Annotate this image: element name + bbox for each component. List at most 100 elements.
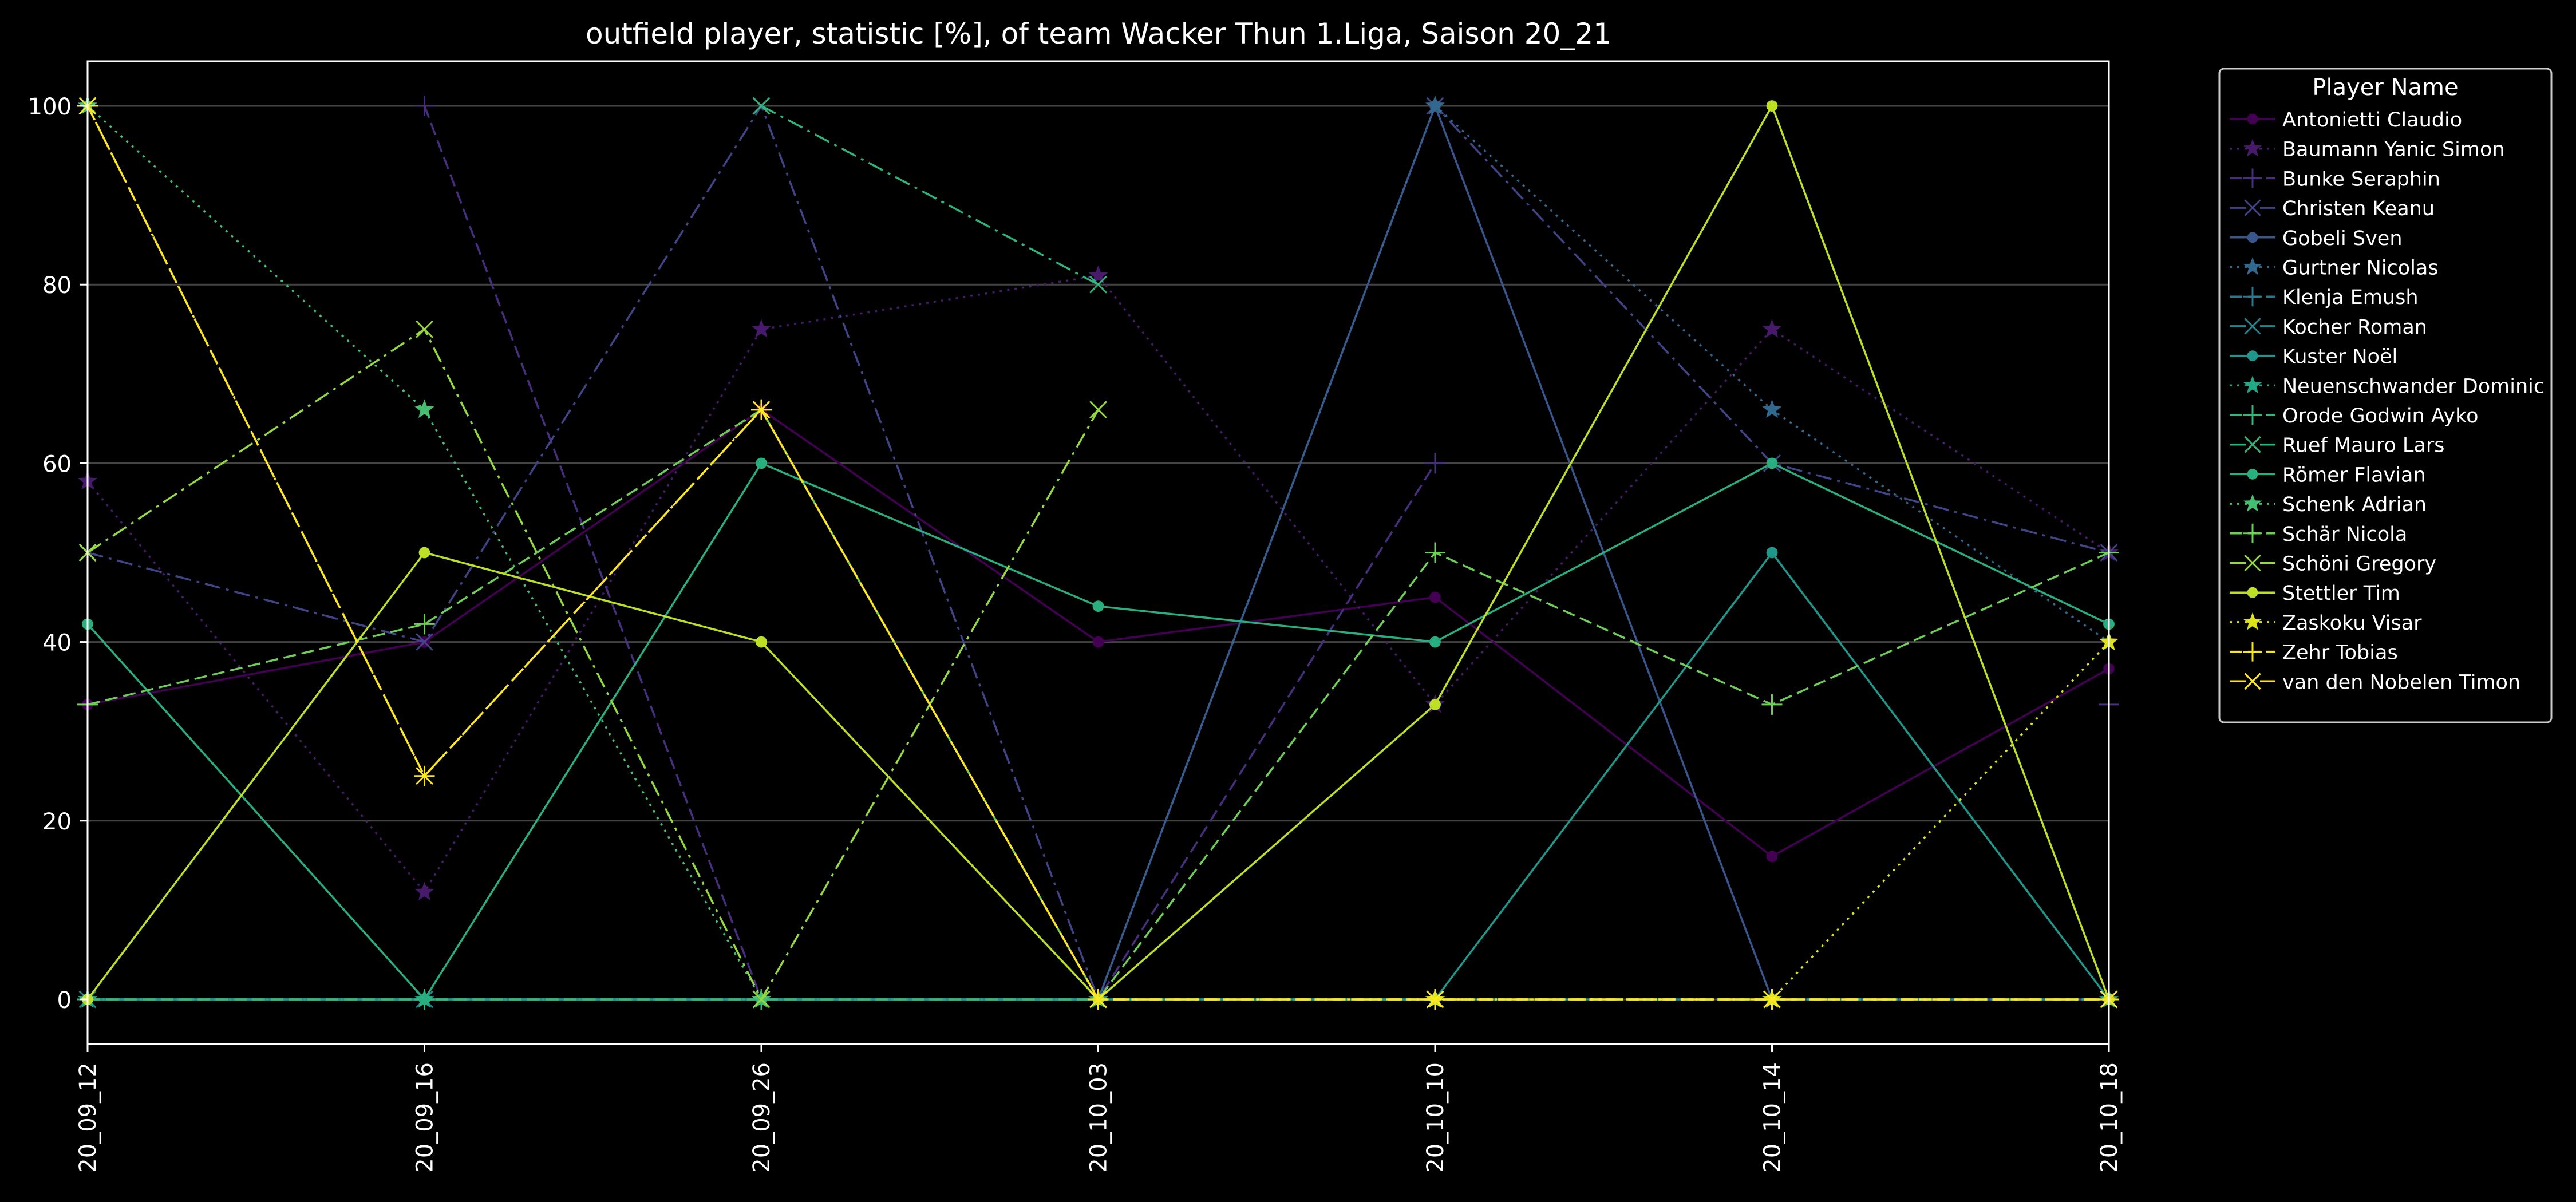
legend[interactable]: Player Name Antonietti Claudio Baumann Yan… [2218, 68, 2553, 723]
legend-marker [2244, 436, 2261, 453]
data-point [1092, 636, 1104, 648]
x-tick-label: 20_10_14 [1760, 1062, 1786, 1173]
y-tick-label: 0 [57, 987, 72, 1014]
data-point [752, 97, 771, 115]
legend-marker [2243, 494, 2262, 512]
legend-label: Schenk Adrian [2282, 493, 2427, 516]
legend-label: Zehr Tobias [2282, 642, 2398, 665]
legend-marker [2243, 612, 2262, 630]
series-19 [78, 97, 2118, 1009]
data-point [414, 614, 435, 635]
data-point [1762, 319, 1782, 338]
legend-item[interactable]: Römer Flavian [2230, 464, 2426, 487]
legend-title: Player Name [2312, 74, 2458, 101]
data-point [756, 636, 767, 648]
data-point [1762, 399, 1782, 418]
legend-marker [2244, 318, 2261, 335]
legend-item[interactable]: Orode Godwin Ayko [2230, 405, 2479, 428]
legend-label: Klenja Emush [2282, 286, 2419, 309]
x-tick-label: 20_10_18 [2096, 1062, 2123, 1173]
data-point [1425, 96, 1445, 114]
data-point [1766, 851, 1778, 863]
legend-marker [2243, 139, 2262, 157]
data-point [416, 633, 433, 651]
data-point [1766, 457, 1778, 469]
legend-box [2218, 68, 2553, 723]
data-point [416, 320, 433, 338]
y-tick-label: 60 [42, 451, 72, 477]
legend-label: Schöni Gregory [2282, 553, 2436, 576]
data-point [1766, 100, 1778, 112]
legend-label: Stettler Tim [2282, 582, 2400, 605]
legend-item[interactable]: Baumann Yanic Simon [2230, 139, 2505, 161]
legend-item[interactable]: Schenk Adrian [2230, 493, 2427, 516]
data-point [751, 319, 772, 338]
legend-item[interactable]: van den Nobelen Timon [2230, 671, 2520, 694]
x-tick-label: 20_09_12 [75, 1062, 101, 1173]
data-point [414, 881, 434, 901]
legend-item[interactable]: Christen Keanu [2230, 197, 2435, 220]
legend-item[interactable]: Schöni Gregory [2230, 553, 2436, 576]
data-point [1092, 600, 1104, 612]
legend-label: Kocher Roman [2282, 316, 2427, 339]
legend-item[interactable]: Gobeli Sven [2230, 227, 2403, 250]
legend-item[interactable]: Antonietti Claudio [2230, 109, 2462, 132]
data-point [1766, 547, 1778, 559]
legend-label: Baumann Yanic Simon [2282, 139, 2505, 161]
legend-marker [2247, 587, 2258, 598]
legend-label: van den Nobelen Timon [2282, 671, 2520, 694]
legend-marker [2243, 523, 2262, 543]
y-tick-label: 80 [42, 272, 72, 299]
legend-marker [2243, 257, 2262, 275]
legend-item[interactable]: Klenja Emush [2230, 286, 2419, 309]
legend-label: Gurtner Nicolas [2282, 257, 2439, 280]
data-point [1425, 453, 1445, 474]
legend-marker [2244, 199, 2261, 216]
legend-label: Kuster Noël [2282, 346, 2397, 369]
legend-item[interactable]: Zehr Tobias [2230, 642, 2398, 665]
data-point [752, 401, 771, 419]
legend-item[interactable]: Stettler Tim [2230, 582, 2400, 605]
series-11 [752, 97, 1107, 294]
legend-item[interactable]: Schär Nicola [2230, 523, 2407, 546]
data-point [414, 96, 435, 117]
legend-label: Bunke Seraphin [2282, 168, 2440, 191]
data-point [1429, 591, 1441, 603]
legend-item[interactable]: Ruef Mauro Lars [2230, 434, 2444, 457]
legend-marker [2244, 554, 2261, 572]
legend-item[interactable]: Gurtner Nicolas [2230, 257, 2439, 280]
data-point [1089, 401, 1107, 419]
legend-label: Ruef Mauro Lars [2282, 434, 2444, 457]
data-point [1426, 990, 1444, 1009]
legend-label: Neuenschwander Dominic [2282, 375, 2545, 398]
legend-label: Gobeli Sven [2282, 227, 2403, 250]
legend-marker [2243, 287, 2262, 307]
y-tick-label: 20 [42, 809, 72, 835]
legend-item[interactable]: Kocher Roman [2230, 316, 2427, 339]
legend-label: Zaskoku Visar [2282, 612, 2422, 635]
data-point [1429, 636, 1441, 648]
axes: 0 20 40 60 80 100 20_09_12 20_09_16 20_09_26 20_1… [28, 94, 2123, 1173]
legend-marker [2247, 232, 2258, 243]
legend-item[interactable]: Neuenschwander Dominic [2230, 375, 2545, 398]
legend-marker [2247, 350, 2258, 361]
data-point [418, 547, 430, 559]
data-point [414, 399, 434, 418]
data-point [752, 990, 771, 1009]
data-point [1763, 990, 1781, 1009]
legend-item[interactable]: Bunke Seraphin [2230, 168, 2440, 191]
legend-marker [2243, 642, 2262, 662]
x-tick-label: 20_10_03 [1086, 1062, 1112, 1173]
legend-marker [2243, 405, 2262, 425]
data-point [1429, 698, 1441, 710]
legend-item[interactable]: Kuster Noël [2230, 346, 2397, 369]
x-tick-label: 20_10_10 [1423, 1062, 1449, 1173]
chart-title: outfield player, statistic [%], of team … [586, 17, 1611, 50]
data-point [1089, 990, 1107, 1009]
data-point [1089, 275, 1107, 294]
legend-item[interactable]: Zaskoku Visar [2230, 612, 2422, 635]
legend-label: Christen Keanu [2282, 197, 2435, 220]
legend-label: Schär Nicola [2282, 523, 2407, 546]
